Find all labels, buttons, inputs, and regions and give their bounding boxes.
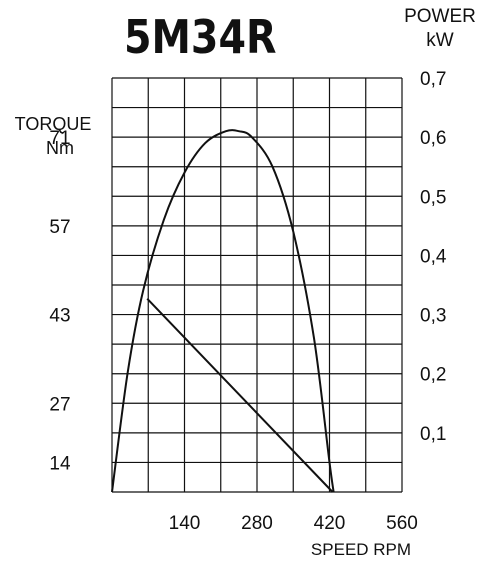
right-tick-label: 0,2 [420,365,446,386]
left-tick-label: 14 [49,453,71,474]
x-tick-label: 140 [169,513,201,534]
left-tick-label: 57 [49,217,70,238]
right-tick-label: 0,3 [420,306,446,327]
left-tick-label: 27 [49,394,70,415]
right-tick-label: 0,4 [420,246,447,267]
grid [111,77,403,493]
right-tick-label: 0,5 [420,187,446,208]
left-tick-label: 43 [49,306,70,327]
right-axis-label-line2: kW [426,30,454,51]
tick-labels: 140 280 420 560 14 27 43 57 71 0,1 0,2 0,3 0,4 0,5 0,6… [49,69,446,534]
torque-curve [146,298,334,493]
right-tick-label: 0,6 [420,128,446,149]
right-tick-label: 0,1 [420,424,446,445]
left-axis-label-line2: Nm [46,138,74,158]
right-tick-label: 0,7 [420,69,446,90]
left-tick-label: 71 [49,128,70,149]
left-axis-label-line1: TORQUE [15,114,92,134]
x-axis-label: SPEED RPM [311,540,411,559]
power-curve [111,129,335,493]
x-tick-label: 420 [314,513,346,534]
series [111,129,335,493]
right-axis-label-line1: POWER [404,6,476,27]
chart-title: 5M34R [124,11,277,65]
x-tick-label: 280 [241,513,273,534]
x-tick-label: 560 [386,513,418,534]
